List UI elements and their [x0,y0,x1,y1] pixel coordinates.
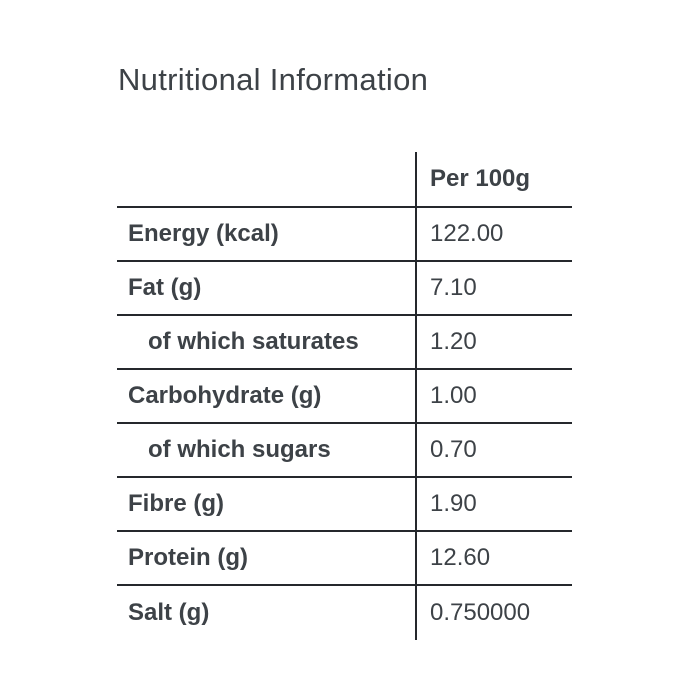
nutrient-label: Carbohydrate (g) [128,382,322,409]
nutrient-label: Energy (kcal) [128,220,279,247]
table-row: of which saturates 1.20 [117,316,572,370]
nutrient-value: 1.90 [415,478,572,530]
nutrient-value: 1.20 [415,316,572,368]
table-row: Carbohydrate (g) 1.00 [117,370,572,424]
column-header-per-100g: Per 100g [415,152,572,206]
nutrient-value: 0.70 [415,424,572,476]
nutrient-label: of which saturates [148,328,359,355]
nutrient-value: 7.10 [415,262,572,314]
table-row: Protein (g) 12.60 [117,532,572,586]
nutrient-label: Fibre (g) [128,490,224,517]
nutrient-label: Salt (g) [128,599,210,626]
nutrient-label: Fat (g) [128,274,202,301]
nutrient-label: of which sugars [148,436,331,463]
nutrient-value: 1.00 [415,370,572,422]
table-row: Fibre (g) 1.90 [117,478,572,532]
nutrition-table: Per 100g Energy (kcal) 122.00 Fat (g) 7.… [117,152,572,640]
nutrition-table-body: Energy (kcal) 122.00 Fat (g) 7.10 of whi… [117,208,572,640]
nutrient-label: Protein (g) [128,544,248,571]
nutrient-value: 0.750000 [415,586,572,640]
table-row: Salt (g) 0.750000 [117,586,572,640]
nutrient-value: 12.60 [415,532,572,584]
table-row: of which sugars 0.70 [117,424,572,478]
header-empty-cell [117,152,415,206]
table-row: Energy (kcal) 122.00 [117,208,572,262]
page-title: Nutritional Information [118,62,429,97]
nutrient-value: 122.00 [415,208,572,260]
table-header-row: Per 100g [117,152,572,208]
table-row: Fat (g) 7.10 [117,262,572,316]
